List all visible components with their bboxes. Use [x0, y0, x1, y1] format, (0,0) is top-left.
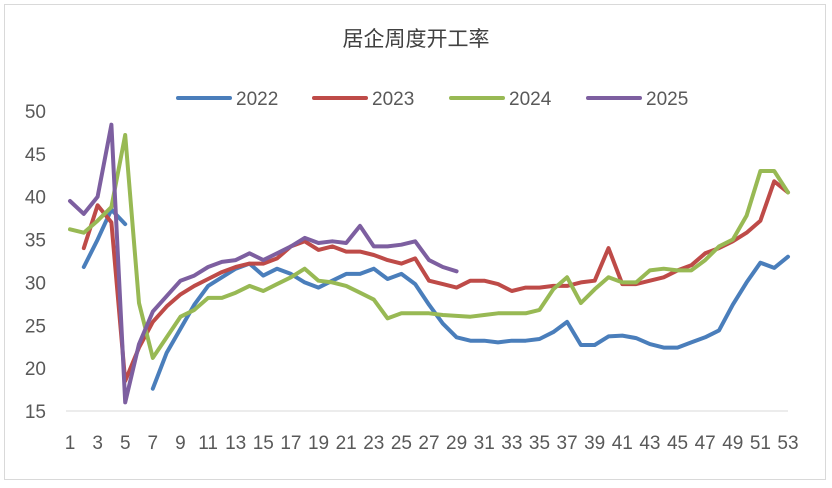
x-tick-label: 3 — [92, 433, 103, 454]
y-tick-label: 40 — [25, 188, 46, 209]
legend-label: 2022 — [236, 89, 278, 110]
x-tick-label: 1 — [65, 433, 76, 454]
x-tick-label: 51 — [750, 433, 771, 454]
y-tick-label: 25 — [25, 316, 46, 337]
x-tick-label: 45 — [667, 433, 688, 454]
x-axis: 1 3 5 7 9 11 13 15 17 19 21 23 25 27 29 31 33 35 37 39 41 43 4… — [65, 433, 799, 454]
x-tick-label: 21 — [336, 433, 357, 454]
x-tick-label: 37 — [557, 433, 578, 454]
x-tick-label: 49 — [722, 433, 743, 454]
x-tick-label: 35 — [529, 433, 550, 454]
legend-item-2023: 2023 — [312, 89, 414, 110]
y-tick-label: 35 — [25, 231, 46, 252]
x-tick-label: 19 — [308, 433, 329, 454]
x-tick-label: 47 — [695, 433, 716, 454]
y-tick-label: 45 — [25, 145, 46, 166]
x-tick-label: 15 — [253, 433, 274, 454]
chart-title: 居企周度开工率 — [343, 27, 490, 51]
legend-item-2025: 2025 — [586, 89, 688, 110]
legend-label: 2024 — [509, 89, 552, 110]
y-axis: 15 20 25 30 35 40 45 50 — [25, 102, 46, 423]
x-tick-label: 43 — [639, 433, 660, 454]
y-tick-label: 20 — [25, 359, 46, 380]
legend-item-2022: 2022 — [176, 89, 278, 110]
x-tick-label: 27 — [418, 433, 439, 454]
legend-label: 2023 — [372, 89, 414, 110]
x-tick-label: 25 — [391, 433, 412, 454]
x-tick-label: 41 — [612, 433, 633, 454]
x-tick-label: 23 — [363, 433, 384, 454]
x-tick-label: 33 — [501, 433, 522, 454]
legend-label: 2025 — [646, 89, 688, 110]
legend: 2022 2023 2024 2025 — [176, 89, 688, 110]
x-tick-label: 53 — [777, 433, 798, 454]
series-line-2022 — [81, 207, 790, 391]
x-tick-label: 9 — [175, 433, 186, 454]
x-tick-label: 7 — [148, 433, 159, 454]
series-line-2024 — [68, 133, 790, 360]
x-tick-label: 31 — [474, 433, 495, 454]
y-tick-label: 30 — [25, 273, 46, 294]
x-tick-label: 13 — [225, 433, 246, 454]
x-tick-label: 29 — [446, 433, 467, 454]
x-tick-label: 5 — [120, 433, 131, 454]
x-tick-label: 11 — [198, 433, 218, 454]
plot-lines — [68, 122, 790, 405]
series-line-2023 — [81, 179, 790, 383]
x-tick-label: 39 — [584, 433, 605, 454]
y-tick-label: 50 — [25, 102, 46, 123]
legend-item-2024: 2024 — [449, 89, 552, 110]
x-tick-label: 17 — [280, 433, 301, 454]
y-tick-label: 15 — [25, 402, 46, 423]
series-line-2025 — [68, 122, 459, 405]
